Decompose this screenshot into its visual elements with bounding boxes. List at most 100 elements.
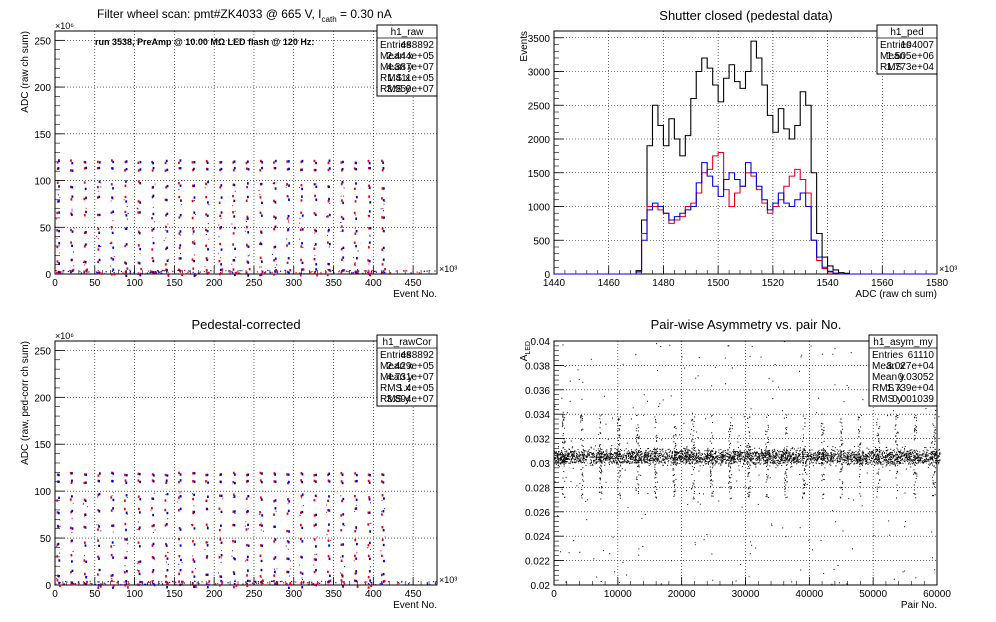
data-point	[864, 456, 866, 458]
data-point	[233, 199, 236, 203]
data-point	[655, 456, 657, 458]
data-point	[748, 453, 750, 455]
data-point	[289, 582, 291, 586]
data-point	[720, 449, 722, 451]
data-point	[85, 166, 88, 170]
data-point	[408, 583, 410, 585]
data-point	[274, 271, 276, 273]
data-point	[718, 463, 720, 465]
data-point	[887, 449, 889, 451]
data-point	[684, 450, 686, 452]
data-point	[849, 458, 851, 460]
x-tick-label: 0	[52, 278, 58, 289]
data-point	[607, 455, 609, 457]
data-point	[370, 272, 373, 275]
data-point	[725, 454, 727, 456]
chart-title-rawcor: Pedestal-corrected	[191, 317, 300, 332]
data-point	[609, 460, 611, 462]
data-point	[205, 182, 207, 186]
data-point	[823, 456, 825, 458]
data-point	[750, 457, 752, 459]
data-point	[562, 454, 564, 456]
data-point	[204, 266, 206, 268]
data-point	[582, 453, 584, 455]
y-tick-label: 50	[40, 534, 52, 545]
data-point	[666, 454, 668, 456]
data-point	[652, 458, 654, 460]
data-point	[733, 458, 735, 460]
data-point	[717, 459, 719, 461]
data-point	[931, 458, 933, 460]
stats-label: Mean	[880, 51, 905, 62]
data-point	[109, 243, 111, 245]
data-point	[880, 458, 882, 460]
data-point	[794, 461, 796, 463]
data-point	[839, 458, 841, 460]
data-point	[791, 466, 793, 468]
data-point	[58, 159, 60, 162]
data-point	[246, 246, 248, 248]
data-point	[759, 453, 761, 455]
data-point	[880, 450, 882, 452]
data-point	[837, 456, 839, 458]
data-point	[867, 462, 869, 464]
data-point	[932, 457, 934, 459]
data-point	[707, 457, 709, 459]
data-point	[340, 195, 342, 197]
data-point	[246, 510, 248, 514]
data-point	[178, 526, 181, 530]
data-point	[921, 455, 923, 457]
data-point	[755, 455, 757, 457]
data-point	[819, 452, 821, 454]
data-point	[261, 270, 264, 274]
data-point	[865, 459, 867, 461]
data-point	[575, 454, 577, 456]
data-point	[690, 452, 692, 454]
data-point	[59, 582, 61, 584]
data-point	[918, 456, 920, 458]
data-point	[763, 454, 765, 456]
data-point	[233, 481, 236, 485]
data-point	[904, 454, 906, 456]
data-point	[909, 463, 911, 465]
data-point	[700, 458, 702, 460]
data-point	[146, 272, 149, 274]
data-point	[777, 456, 779, 458]
data-point	[215, 583, 217, 585]
data-point	[634, 460, 636, 462]
data-point	[634, 449, 636, 451]
data-point	[623, 461, 625, 463]
data-point	[568, 454, 570, 456]
data-point	[566, 450, 568, 452]
data-point	[269, 271, 271, 273]
data-point	[71, 583, 73, 585]
data-point	[614, 459, 616, 461]
data-point	[151, 580, 154, 583]
stats-value: 3.959e+07	[386, 84, 434, 95]
data-point	[582, 457, 584, 459]
data-point	[246, 555, 249, 559]
data-point	[758, 447, 760, 449]
data-point	[381, 187, 384, 190]
data-point	[192, 267, 195, 270]
data-point	[186, 273, 189, 275]
data-point	[681, 458, 683, 460]
data-point	[833, 456, 835, 458]
data-point	[400, 581, 403, 583]
data-point	[830, 457, 832, 459]
data-point	[883, 456, 885, 458]
data-point	[381, 248, 384, 251]
data-point	[600, 465, 602, 467]
data-point	[564, 457, 566, 459]
data-point	[299, 514, 301, 516]
data-point	[235, 256, 237, 258]
data-point	[220, 225, 223, 229]
data-point	[814, 456, 816, 458]
data-point	[572, 454, 574, 456]
data-point	[231, 271, 234, 273]
data-point	[902, 458, 904, 460]
data-point	[758, 458, 760, 460]
data-point	[286, 529, 289, 533]
data-point	[338, 273, 340, 275]
y-tick-label: 0.028	[525, 483, 550, 494]
